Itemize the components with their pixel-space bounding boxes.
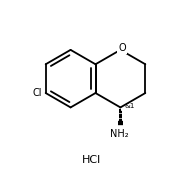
Text: HCl: HCl [82, 155, 101, 165]
Text: O: O [118, 43, 126, 53]
Text: &1: &1 [125, 103, 135, 109]
Text: NH₂: NH₂ [110, 129, 129, 139]
Text: Cl: Cl [33, 88, 42, 98]
